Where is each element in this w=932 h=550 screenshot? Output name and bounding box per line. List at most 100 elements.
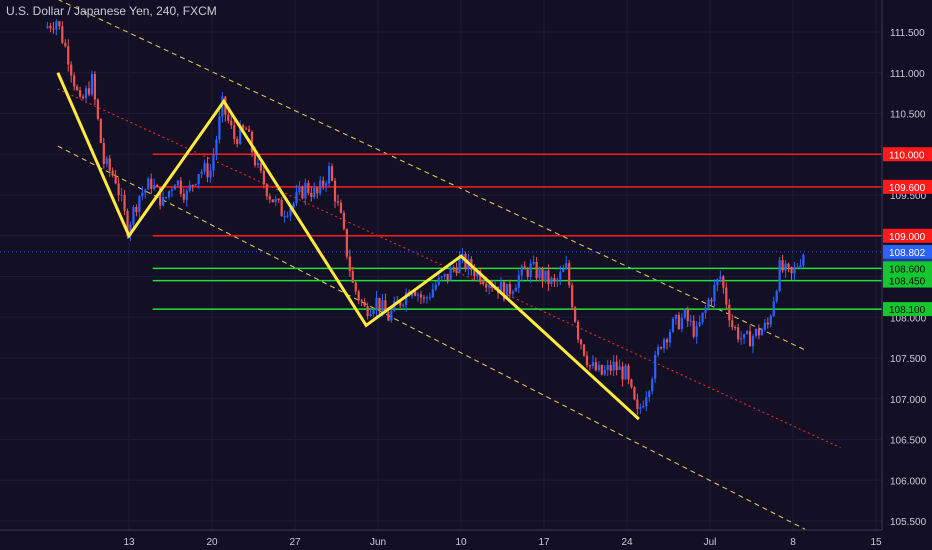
candle-down: [73, 75, 76, 87]
candle-up: [443, 273, 446, 277]
candle-down: [757, 328, 761, 336]
candle-up: [701, 312, 704, 323]
candle-up: [185, 190, 188, 200]
candle-down: [191, 184, 194, 186]
candle-up: [218, 116, 221, 140]
candle-up: [274, 198, 277, 203]
candle-down: [348, 256, 351, 272]
candle-down: [58, 21, 61, 27]
candle-up: [164, 197, 168, 199]
candle-up: [138, 196, 141, 212]
candle-down: [378, 297, 381, 311]
candle-down: [117, 183, 120, 196]
candle-down: [61, 26, 64, 43]
candle-up: [105, 158, 108, 164]
time-tick-label: 24: [621, 537, 633, 548]
time-tick-label: 10: [455, 537, 467, 548]
candle-up: [642, 406, 645, 408]
candle-up: [799, 265, 802, 267]
candle-up: [170, 189, 174, 192]
candle-down: [630, 379, 633, 388]
candle-down: [387, 311, 390, 321]
current-price-tag: [883, 244, 932, 259]
candle-up: [683, 309, 686, 318]
candle-down: [535, 261, 538, 279]
candle-down: [67, 46, 70, 65]
candle-up: [440, 276, 443, 278]
candle-up: [769, 315, 772, 325]
candle-down: [99, 118, 102, 143]
candle-down: [633, 387, 636, 400]
candle-up: [161, 197, 165, 206]
candle-up: [286, 215, 289, 217]
candle-down: [582, 344, 586, 356]
candle-down: [49, 26, 52, 29]
candle-down: [322, 180, 325, 186]
candle-down: [87, 88, 91, 95]
candle-up: [639, 407, 642, 409]
candle-up: [327, 166, 331, 184]
candle-up: [319, 180, 322, 194]
candle-down: [301, 187, 304, 199]
candle-up: [796, 266, 799, 268]
candle-up: [173, 185, 177, 190]
candle-up: [304, 182, 307, 199]
candle-down: [360, 300, 363, 302]
price-tick-label: 110.500: [890, 110, 926, 121]
candle-up: [520, 266, 523, 276]
candle-up: [751, 336, 755, 347]
candle-up: [698, 322, 701, 326]
candle-down: [621, 366, 624, 380]
candle-down: [310, 192, 313, 198]
price-tick-label: 107.500: [890, 354, 927, 365]
resistance-price-tag-text: 109.600: [889, 183, 926, 194]
candle-down: [78, 90, 82, 97]
candle-up: [437, 277, 440, 285]
candle-up: [559, 272, 562, 280]
candle-up: [129, 224, 132, 237]
candle-up: [624, 365, 627, 380]
candle-down: [182, 193, 185, 200]
candle-up: [144, 189, 147, 193]
candle-down: [419, 294, 423, 298]
candle-up: [562, 269, 565, 273]
candle-down: [233, 125, 236, 139]
candle-up: [416, 294, 420, 296]
candle-up: [283, 215, 286, 217]
candle-up: [704, 307, 707, 313]
time-tick-label: 27: [289, 537, 301, 548]
support-price-tag-text: 108.600: [889, 264, 926, 275]
candle-down: [413, 291, 417, 296]
candle-up: [132, 207, 135, 225]
candle-down: [351, 271, 354, 283]
candle-up: [775, 291, 778, 302]
candle-up: [680, 317, 683, 330]
candle-down: [790, 267, 793, 274]
support-price-tag: [883, 273, 932, 288]
candle-down: [156, 184, 159, 188]
candle-down: [734, 327, 737, 329]
candle-up: [612, 361, 615, 371]
candle-up: [147, 178, 150, 190]
candle-down: [342, 212, 346, 229]
resistance-price-tag: [883, 228, 932, 243]
candle-down: [399, 301, 402, 306]
candle-up: [90, 74, 94, 95]
candle-down: [479, 270, 482, 282]
candle-down: [363, 301, 366, 307]
candle-down: [722, 276, 725, 288]
candle-up: [212, 154, 215, 171]
candle-up: [772, 301, 775, 316]
grid: [0, 0, 882, 530]
candle-down: [227, 114, 230, 121]
candle-down: [206, 163, 209, 178]
candle-down: [114, 175, 117, 184]
price-tick-label: 107.000: [890, 395, 927, 406]
candle-up: [778, 260, 781, 292]
candle-down: [665, 339, 669, 343]
time-axis[interactable]: 13 20 27 Jun 10 17 24 Jul 8 15: [123, 537, 882, 548]
candle-up: [46, 26, 49, 28]
candle-down: [236, 138, 239, 144]
candle-up: [239, 125, 242, 144]
